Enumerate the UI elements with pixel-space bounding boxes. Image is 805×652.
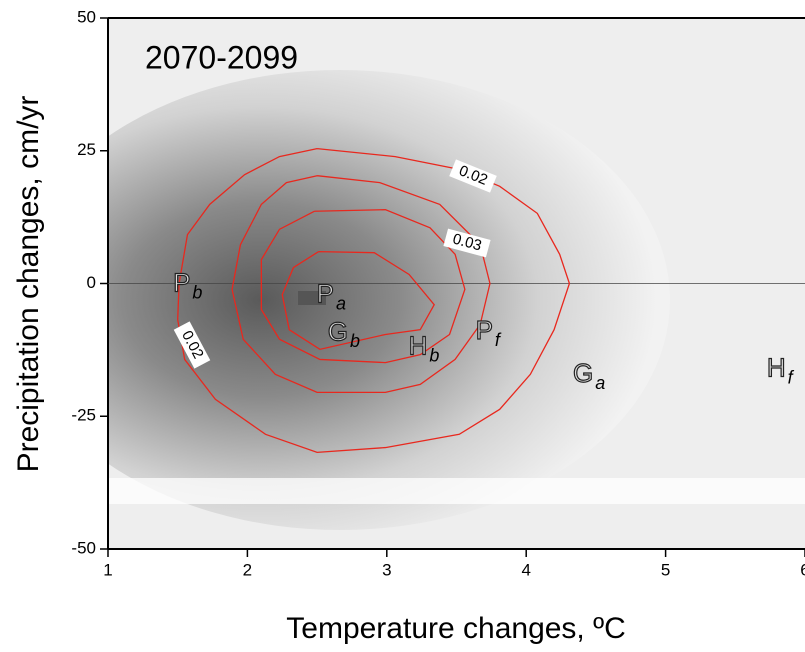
contour-label: 0.03 [443, 228, 491, 258]
point-subscript: b [429, 346, 439, 366]
contour-line [177, 147, 571, 454]
x-tick-label: 6 [800, 560, 805, 579]
point-label: H [767, 352, 786, 382]
point-label: H [409, 331, 428, 361]
y-tick-label: -25 [71, 406, 96, 425]
y-tick-label: -50 [71, 538, 96, 557]
x-tick-label: 1 [103, 560, 112, 579]
y-tick-label: 0 [87, 273, 96, 292]
point-subscript: b [192, 282, 202, 302]
x-axis-label: Temperature changes, ºC [286, 612, 625, 645]
contour-label-box [443, 228, 491, 258]
contour-label-box [449, 159, 497, 193]
point-label: P [173, 267, 190, 297]
y-tick-label: 25 [77, 140, 96, 159]
contour-line [260, 209, 466, 364]
point-label: G [328, 316, 348, 346]
contour-line [281, 250, 435, 351]
point-subscript: f [495, 330, 502, 350]
point-subscript: b [350, 331, 360, 351]
chart-title: 2070-2099 [145, 39, 298, 75]
y-axis-label: Precipitation changes, cm/yr [12, 96, 45, 473]
point-subscript: a [336, 293, 346, 313]
x-tick-label: 5 [661, 560, 670, 579]
contour-line [231, 175, 491, 394]
contour-label-box [173, 321, 211, 369]
x-tick-label: 2 [243, 560, 252, 579]
y-tick-label: 50 [77, 7, 96, 26]
contour-label-text: 0.03 [451, 230, 484, 254]
point-label: P [317, 279, 334, 309]
x-tick-label: 3 [382, 560, 391, 579]
point-subscript: f [788, 367, 795, 387]
point-subscript: a [595, 373, 605, 393]
point-label: G [573, 358, 593, 388]
point-label: P [476, 315, 493, 345]
x-tick-label: 4 [521, 560, 530, 579]
